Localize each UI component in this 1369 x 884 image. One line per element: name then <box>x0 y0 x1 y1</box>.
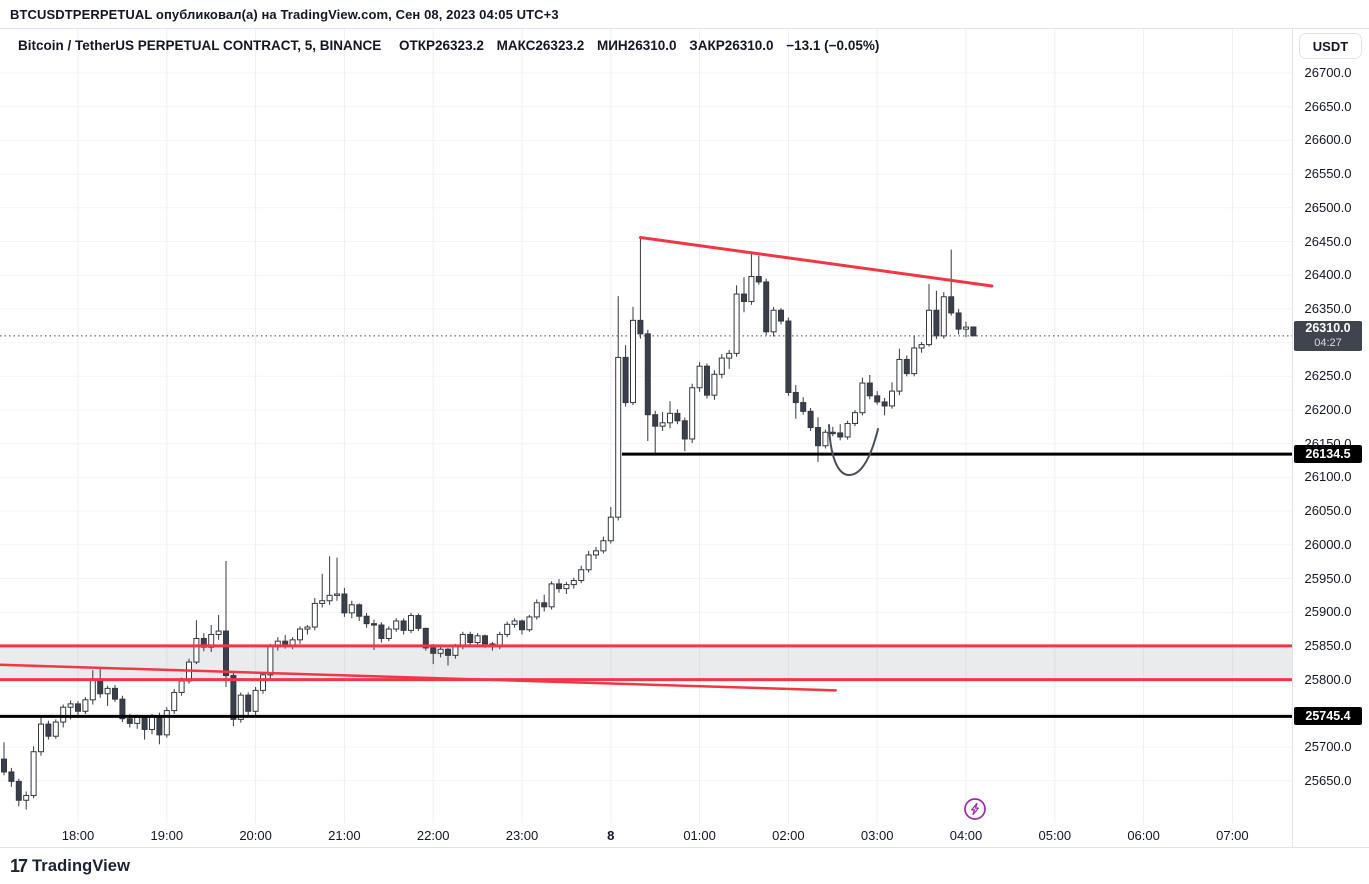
time-axis-label: 04:00 <box>949 828 983 843</box>
time-axis-label: 03:00 <box>860 828 894 843</box>
drawn-curve-annotation[interactable] <box>828 424 879 477</box>
price-axis-label: 26200.0 <box>1304 402 1352 417</box>
price-axis-label: 25700.0 <box>1304 739 1352 754</box>
footer-bar: 17 TradingView <box>0 848 1369 884</box>
last-price-value: 26310.0 <box>1305 320 1351 335</box>
price-change: −13.1 (−0.05%) <box>786 38 880 53</box>
resistance-trendline[interactable] <box>638 235 994 288</box>
price-axis-label: 26650.0 <box>1304 98 1352 114</box>
tradingview-logo-text: TradingView <box>32 856 131 875</box>
price-axis-label: 26350.0 <box>1304 300 1352 316</box>
price-axis-label: 25800.0 <box>1304 671 1352 687</box>
chart-widget: Bitcoin / TetherUS PERPETUAL CONTRACT, 5… <box>0 28 1369 848</box>
time-axis-label: 21:00 <box>328 828 361 843</box>
time-axis-label: 8 <box>607 828 615 843</box>
support-trendline[interactable] <box>0 663 838 692</box>
price-axis-label: 25950.0 <box>1304 570 1352 586</box>
line-price-badge-25745: 25745.4 <box>1294 707 1362 726</box>
line-price-badge-26134: 26134.5 <box>1294 445 1362 464</box>
time-axis-label: 18:00 <box>61 828 95 843</box>
price-axis-label: 26700.0 <box>1304 65 1352 80</box>
price-scale[interactable]: USDT 26310.0 04:27 26134.5 25745.4 26700… <box>1292 29 1369 848</box>
price-axis-label: 26250.0 <box>1304 368 1352 384</box>
price-axis-label: 26050.0 <box>1304 503 1352 519</box>
time-axis-label: 23:00 <box>505 828 539 843</box>
publication-status-text: BTCUSDTPERPETUAL опубликовал(а) на Tradi… <box>10 6 559 22</box>
price-axis-label: 26000.0 <box>1304 536 1352 552</box>
price-axis-label: 26450.0 <box>1304 233 1352 249</box>
ohlc-open: ОТКР26323.2 <box>399 38 484 53</box>
time-scale[interactable]: 18:00 19:00 20:00 21:00 22:00 23:00 8 01:00 02:0… <box>0 823 1292 848</box>
lightning-bolt-icon <box>971 802 979 816</box>
time-axis-label: 20:00 <box>239 828 272 843</box>
price-axis-label: 26400.0 <box>1304 267 1352 283</box>
time-axis-label: 05:00 <box>1038 828 1072 843</box>
time-axis-label: 06:00 <box>1127 828 1160 843</box>
lightning-idea-marker[interactable] <box>964 798 986 820</box>
last-price-badge: 26310.0 04:27 <box>1294 320 1362 351</box>
price-axis-label: 26600.0 <box>1304 132 1352 148</box>
time-axis-label: 02:00 <box>772 828 805 843</box>
chart-canvas[interactable] <box>0 29 1292 823</box>
time-axis-label: 22:00 <box>416 828 450 843</box>
bar-countdown: 04:27 <box>1314 336 1342 349</box>
ohlc-low: МИН26310.0 <box>596 38 677 53</box>
price-axis-label: 25850.0 <box>1304 637 1352 653</box>
ohlc-high: МАКС26323.2 <box>496 38 585 53</box>
price-axis-label: 26550.0 <box>1304 166 1352 182</box>
time-axis-label: 19:00 <box>150 828 184 843</box>
price-axis-label: 25650.0 <box>1304 772 1352 788</box>
ohlc-close: ЗАКР26310.0 <box>689 38 774 53</box>
price-axis-label: 25900.0 <box>1304 604 1352 620</box>
tradingview-logo-icon: 17 <box>10 855 28 876</box>
chart-legend: Bitcoin / TetherUS PERPETUAL CONTRACT, 5… <box>18 38 888 53</box>
candlesticks-layer <box>1 236 977 810</box>
price-axis-label: 26100.0 <box>1304 469 1352 485</box>
price-axis-label: 26500.0 <box>1304 199 1352 215</box>
publication-status-bar: BTCUSDTPERPETUAL опубликовал(а) на Tradi… <box>0 0 1369 28</box>
time-axis-label: 01:00 <box>683 828 716 843</box>
tradingview-logo[interactable]: 17 TradingView <box>10 856 130 877</box>
price-axis-label: 26150.0 <box>1304 435 1352 451</box>
symbol-title: Bitcoin / TetherUS PERPETUAL CONTRACT, 5… <box>18 38 382 53</box>
grid-layer <box>0 29 1292 823</box>
supply-zone-band[interactable] <box>0 645 1292 680</box>
time-axis-label: 07:00 <box>1216 828 1249 843</box>
currency-unit-button[interactable]: USDT <box>1299 33 1362 59</box>
